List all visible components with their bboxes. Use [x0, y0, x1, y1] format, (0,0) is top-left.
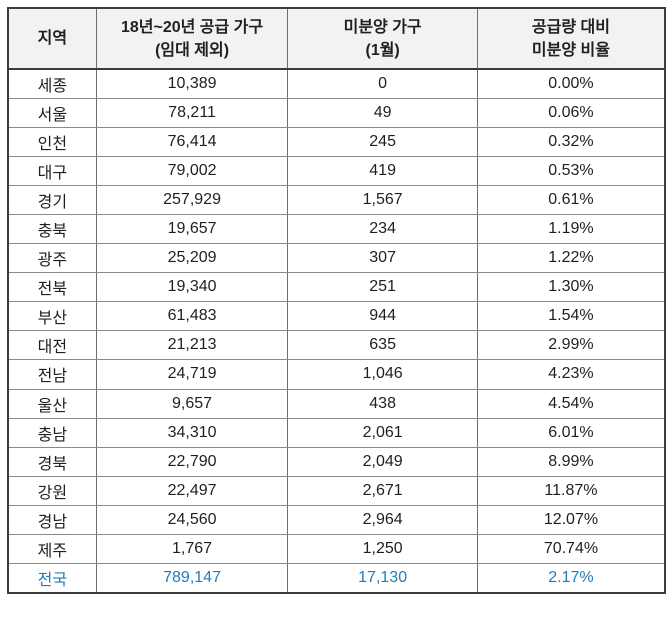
supply-cell: 24,719 [95, 359, 288, 390]
region-cell: 전남 [8, 359, 97, 390]
ratio-cell: 4.54% [476, 389, 665, 419]
regional-unsold-housing-table: 지역 18년~20년 공급 가구 (임대 제외) 미분양 가구 (1월) 공급량… [7, 7, 666, 594]
table-row: 대구 79,002 419 0.53% [8, 156, 665, 186]
region-cell: 세종 [8, 69, 97, 99]
supply-cell: 25,209 [95, 243, 288, 274]
supply-cell: 22,497 [95, 476, 288, 506]
supply-cell: 10,389 [95, 69, 288, 99]
ratio-cell: 1.22% [476, 243, 665, 274]
ratio-cell: 0.32% [476, 127, 665, 157]
unsold-cell: 2,049 [287, 447, 478, 477]
unsold-cell: 1,046 [287, 359, 478, 390]
supply-cell: 76,414 [95, 127, 288, 157]
table-row: 서울 78,211 49 0.06% [8, 98, 665, 128]
ratio-cell: 6.01% [476, 418, 665, 448]
supply-cell: 24,560 [95, 505, 288, 536]
unsold-cell: 2,061 [287, 418, 478, 448]
table-row: 울산 9,657 438 4.54% [8, 389, 665, 419]
table-row: 경남 24,560 2,964 12.07% [8, 505, 665, 536]
region-cell: 광주 [8, 243, 97, 274]
region-cell: 전국 [8, 563, 97, 593]
unsold-cell: 2,964 [287, 505, 478, 536]
region-cell: 인천 [8, 127, 97, 157]
supply-cell: 34,310 [95, 418, 288, 448]
table-row: 전남 24,719 1,046 4.23% [8, 359, 665, 390]
column-header-unsold: 미분양 가구 (1월) [287, 8, 478, 70]
table-row: 강원 22,497 2,671 11.87% [8, 476, 665, 506]
table-row-total: 전국 789,147 17,130 2.17% [8, 563, 665, 593]
table-header: 지역 18년~20년 공급 가구 (임대 제외) 미분양 가구 (1월) 공급량… [8, 8, 665, 70]
region-cell: 강원 [8, 476, 97, 506]
supply-cell: 19,657 [95, 214, 288, 245]
unsold-cell: 1,567 [287, 185, 478, 215]
supply-cell: 789,147 [95, 563, 288, 593]
supply-cell: 21,213 [95, 330, 288, 361]
supply-cell: 9,657 [95, 389, 288, 419]
region-cell: 울산 [8, 389, 97, 419]
region-cell: 전북 [8, 272, 97, 303]
supply-cell: 257,929 [95, 185, 288, 215]
table-row: 제주 1,767 1,250 70.74% [8, 534, 665, 565]
region-cell: 충북 [8, 214, 97, 245]
region-cell: 충남 [8, 418, 97, 448]
region-cell: 부산 [8, 301, 97, 332]
supply-cell: 78,211 [95, 98, 288, 128]
table-row: 부산 61,483 944 1.54% [8, 301, 665, 332]
region-cell: 경기 [8, 185, 97, 215]
column-header-region: 지역 [8, 8, 97, 70]
ratio-cell: 1.30% [476, 272, 665, 303]
table-row: 충북 19,657 234 1.19% [8, 214, 665, 245]
ratio-cell: 12.07% [476, 505, 665, 536]
unsold-cell: 234 [287, 214, 478, 245]
region-cell: 경남 [8, 505, 97, 536]
table-row: 경북 22,790 2,049 8.99% [8, 447, 665, 477]
unsold-cell: 419 [287, 156, 478, 186]
region-cell: 제주 [8, 534, 97, 565]
ratio-cell: 2.99% [476, 330, 665, 361]
column-header-supply: 18년~20년 공급 가구 (임대 제외) [95, 8, 288, 70]
ratio-cell: 70.74% [476, 534, 665, 565]
column-header-ratio: 공급량 대비 미분양 비율 [476, 8, 665, 70]
ratio-cell: 0.00% [476, 69, 665, 99]
supply-cell: 19,340 [95, 272, 288, 303]
table-row: 경기 257,929 1,567 0.61% [8, 185, 665, 215]
table-row: 충남 34,310 2,061 6.01% [8, 418, 665, 448]
unsold-cell: 245 [287, 127, 478, 157]
supply-cell: 1,767 [95, 534, 288, 565]
region-cell: 서울 [8, 98, 97, 128]
unsold-cell: 635 [287, 330, 478, 361]
unsold-cell: 2,671 [287, 476, 478, 506]
unsold-cell: 307 [287, 243, 478, 274]
ratio-cell: 0.53% [476, 156, 665, 186]
table-row: 인천 76,414 245 0.32% [8, 127, 665, 157]
table-row: 세종 10,389 0 0.00% [8, 69, 665, 99]
ratio-cell: 4.23% [476, 359, 665, 390]
unsold-cell: 0 [287, 69, 478, 99]
ratio-cell: 1.54% [476, 301, 665, 332]
unsold-cell: 438 [287, 389, 478, 419]
ratio-cell: 11.87% [476, 476, 665, 506]
unsold-cell: 251 [287, 272, 478, 303]
region-cell: 경북 [8, 447, 97, 477]
region-cell: 대구 [8, 156, 97, 186]
unsold-cell: 1,250 [287, 534, 478, 565]
unsold-cell: 17,130 [287, 563, 478, 593]
unsold-cell: 944 [287, 301, 478, 332]
table-body: 세종 10,389 0 0.00% 서울 78,211 49 0.06% 인천 76,414 245… [8, 69, 665, 593]
supply-cell: 61,483 [95, 301, 288, 332]
ratio-cell: 8.99% [476, 447, 665, 477]
table-header-row: 지역 18년~20년 공급 가구 (임대 제외) 미분양 가구 (1월) 공급량… [8, 8, 665, 70]
ratio-cell: 0.06% [476, 98, 665, 128]
table-row: 대전 21,213 635 2.99% [8, 330, 665, 361]
ratio-cell: 0.61% [476, 185, 665, 215]
table-row: 광주 25,209 307 1.22% [8, 243, 665, 274]
ratio-cell: 1.19% [476, 214, 665, 245]
supply-cell: 22,790 [95, 447, 288, 477]
ratio-cell: 2.17% [476, 563, 665, 593]
region-cell: 대전 [8, 330, 97, 361]
unsold-cell: 49 [287, 98, 478, 128]
table-row: 전북 19,340 251 1.30% [8, 272, 665, 303]
supply-cell: 79,002 [95, 156, 288, 186]
